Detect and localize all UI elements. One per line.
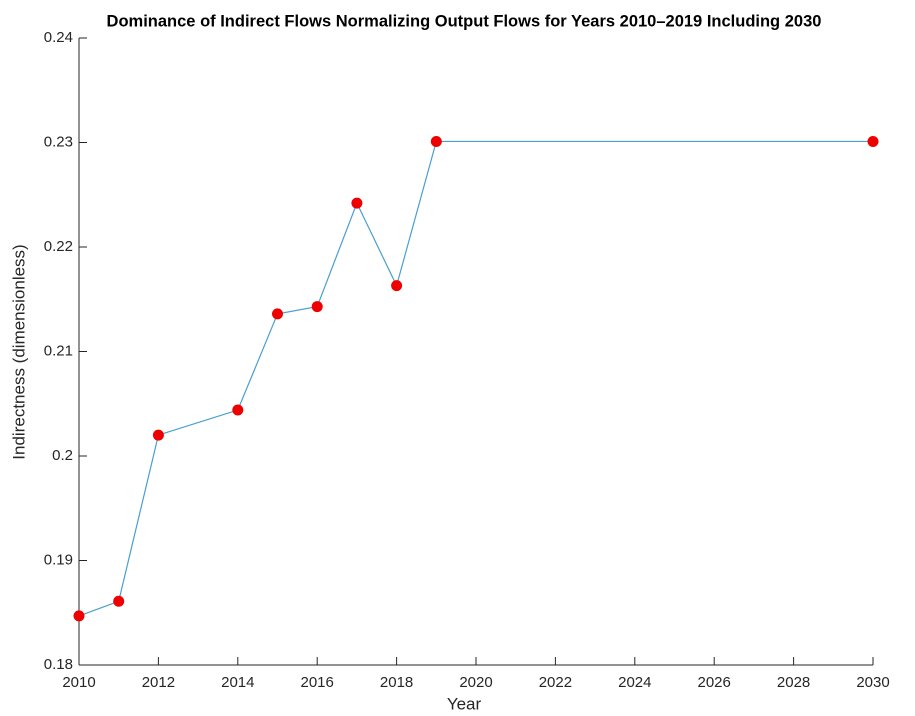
marker xyxy=(152,429,164,441)
y-tick-label: 0.21 xyxy=(44,342,73,359)
y-tick-label: 0.2 xyxy=(52,447,73,464)
x-tick-label: 2030 xyxy=(856,674,889,691)
marker xyxy=(351,197,363,209)
marker xyxy=(430,135,442,147)
x-tick-label: 2028 xyxy=(777,674,810,691)
x-tick-label: 2020 xyxy=(459,674,492,691)
marker xyxy=(73,610,85,622)
marker xyxy=(311,301,323,313)
y-tick-label: 0.24 xyxy=(44,29,73,46)
marker xyxy=(391,280,403,292)
x-axis-label: Year xyxy=(447,694,482,713)
x-tick-label: 2018 xyxy=(380,674,413,691)
marker xyxy=(113,595,125,607)
y-tick-label: 0.19 xyxy=(44,551,73,568)
marker xyxy=(232,404,244,416)
line xyxy=(78,140,873,617)
x-tick-label: 2014 xyxy=(221,674,254,691)
x-tick-label: 2010 xyxy=(62,674,95,691)
y-tick-label: 0.22 xyxy=(44,238,73,255)
marker xyxy=(867,135,879,147)
x-tick-label: 2016 xyxy=(301,674,334,691)
marker xyxy=(272,308,283,320)
x-tick-label: 2024 xyxy=(618,674,651,691)
y-tick-label: 0.18 xyxy=(44,656,73,673)
y-tick-label: 0.23 xyxy=(44,133,73,150)
x-tick-label: 2012 xyxy=(142,674,175,691)
y-axis-label: Indirectness (dimensionless) xyxy=(9,244,28,459)
chart-title: Dominance of Indirect Flows Normalizing … xyxy=(107,12,822,30)
x-tick-label: 2022 xyxy=(539,674,572,691)
x-tick-label: 2026 xyxy=(698,674,731,691)
